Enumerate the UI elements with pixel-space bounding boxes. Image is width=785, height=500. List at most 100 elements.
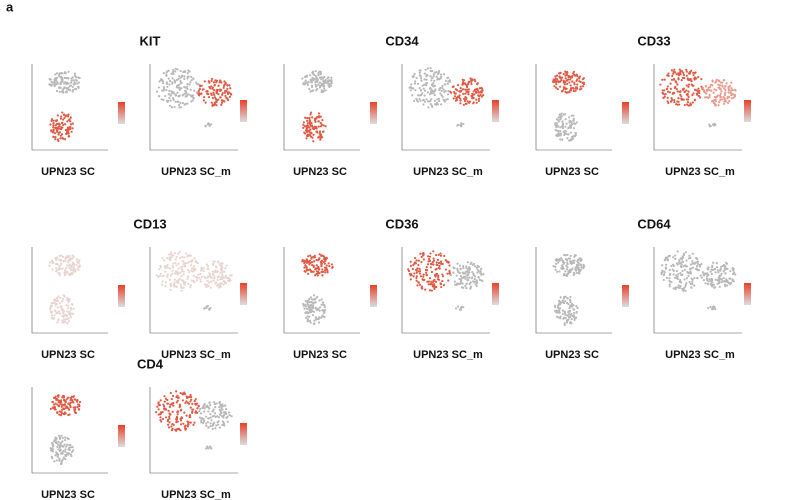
cell-dot: [75, 258, 79, 261]
cell-dot: [223, 404, 227, 407]
cell-dot: [317, 321, 321, 324]
cell-dot: [171, 422, 174, 426]
cell-dot: [427, 106, 430, 109]
cell-dot: [168, 253, 171, 256]
cell-dot: [572, 90, 575, 93]
cell-dot: [77, 85, 80, 88]
cell-dot: [683, 76, 686, 80]
plot-label: UPN23 SC: [293, 349, 347, 361]
cell-dot: [556, 78, 559, 81]
cell-dot: [469, 285, 473, 288]
cell-dot: [574, 266, 577, 269]
cell-dot: [305, 75, 308, 78]
cell-dot: [169, 257, 172, 261]
cell-dot: [447, 93, 450, 96]
cell-dot: [723, 266, 727, 269]
cell-dot: [566, 82, 569, 86]
cell-dot: [694, 256, 698, 259]
cell-dot: [679, 90, 682, 93]
color-legend: [240, 283, 247, 305]
cell-dot: [687, 274, 690, 278]
cell-dot: [732, 269, 735, 272]
cell-dot: [477, 275, 480, 279]
cell-dot: [668, 285, 671, 288]
cell-dot: [61, 396, 64, 399]
cell-dot: [62, 87, 66, 90]
cell-dot: [715, 95, 718, 99]
cell-dot: [677, 74, 681, 77]
cell-dot: [307, 260, 310, 263]
cell-dot: [308, 304, 311, 307]
cell-dot: [566, 314, 570, 317]
cell-dot: [661, 78, 664, 81]
cell-dot: [665, 276, 669, 279]
cell-dot: [158, 274, 161, 277]
cell-dot: [316, 131, 319, 134]
cell-dot: [471, 271, 474, 274]
cell-dot: [670, 97, 673, 100]
cell-dot: [683, 268, 686, 272]
cell-dot: [226, 415, 229, 418]
cell-dot: [302, 302, 305, 306]
cell-dot: [410, 83, 413, 86]
cell-dot: [461, 83, 464, 86]
cell-dot: [189, 284, 192, 287]
cell-dot: [429, 75, 432, 78]
cell-dot: [221, 99, 224, 103]
cell-dot: [190, 279, 193, 282]
cell-dot: [699, 274, 702, 277]
cell-dot: [564, 118, 567, 121]
cell-dot: [56, 455, 59, 458]
cell-dot: [304, 75, 307, 78]
cell-dot: [178, 88, 182, 91]
cell-dot: [575, 73, 578, 76]
cell-dot: [315, 264, 318, 267]
cell-dot: [423, 89, 427, 92]
cell-dot: [322, 80, 325, 83]
cell-dot: [165, 71, 168, 74]
cell-dot: [719, 98, 722, 102]
cell-dot: [304, 80, 307, 84]
cell-dot: [711, 266, 714, 269]
cell-dot: [71, 127, 74, 130]
cell-dot: [54, 402, 57, 405]
cell-dot: [166, 263, 169, 267]
cell-dot: [561, 120, 564, 123]
cell-dot: [176, 68, 179, 71]
cell-dot: [64, 448, 67, 451]
cell-dot: [733, 88, 737, 91]
cell-dot: [445, 98, 448, 101]
cell-dot: [192, 97, 195, 100]
cell-dot: [574, 89, 577, 92]
cell-dot: [227, 411, 231, 414]
cell-dot: [464, 277, 467, 280]
cell-dot: [68, 264, 71, 267]
cell-dot: [560, 257, 563, 260]
cell-dot: [479, 272, 482, 275]
cell-dot: [66, 126, 70, 129]
cell-dot: [197, 276, 200, 279]
cell-dot: [221, 405, 224, 408]
cell-dot: [472, 90, 475, 93]
cell-dot: [314, 301, 317, 304]
cell-dot: [418, 267, 421, 270]
cell-dot: [197, 92, 201, 95]
cell-dot: [428, 277, 432, 280]
cell-dot: [69, 396, 73, 400]
cell-dot: [175, 86, 179, 89]
cell-dot: [60, 133, 64, 136]
cell-dot: [695, 261, 698, 264]
cell-dot: [62, 294, 65, 297]
cell-dot: [200, 419, 203, 422]
cell-dot: [222, 283, 225, 286]
cell-dot: [193, 89, 196, 92]
cell-dot: [431, 69, 434, 73]
cell-dot: [158, 80, 161, 83]
cell-dot: [199, 272, 202, 276]
cell-dot: [56, 411, 59, 414]
cell-dot: [559, 132, 563, 135]
cell-dot: [194, 411, 197, 414]
cell-dot: [179, 256, 182, 260]
cell-dot: [555, 124, 559, 127]
cell-dot: [686, 270, 689, 273]
